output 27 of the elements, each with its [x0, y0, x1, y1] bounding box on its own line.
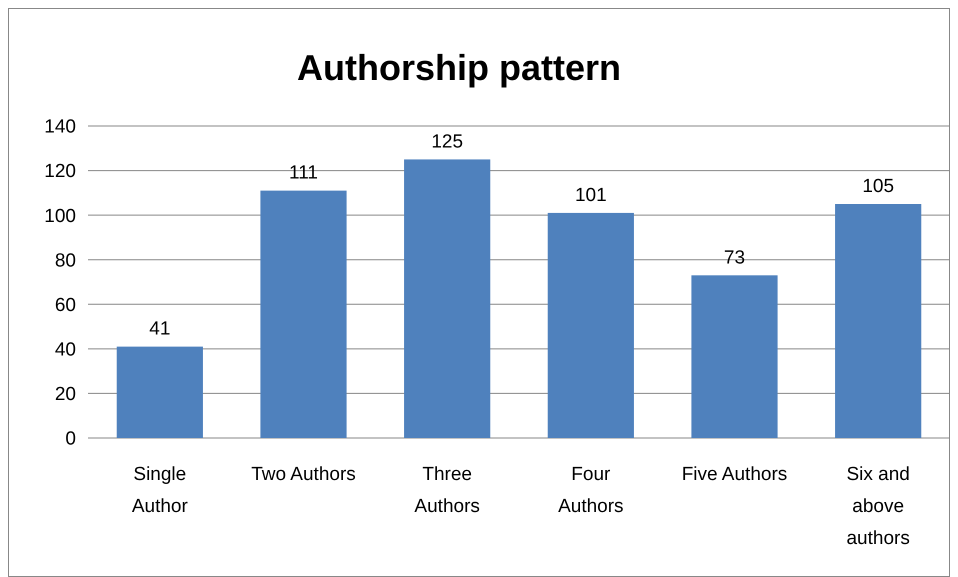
y-tick-label: 20: [54, 384, 76, 406]
bar: [548, 212, 634, 438]
x-tick-label: Four Authors: [558, 464, 624, 517]
data-label: 73: [724, 247, 746, 268]
x-tick-label: Six and above authors: [846, 464, 910, 549]
bar: [260, 190, 347, 438]
data-label: 105: [862, 176, 894, 197]
y-tick-label: 40: [54, 340, 76, 361]
data-label: 41: [149, 318, 170, 340]
bar: [116, 346, 203, 438]
y-tick-label: 80: [54, 250, 76, 272]
y-tick-label: 0: [65, 428, 76, 450]
x-tick-label: Two Authors: [251, 464, 356, 485]
chart-title: Authorship pattern: [297, 47, 621, 88]
data-label: 111: [289, 162, 318, 184]
y-tick-label: 140: [44, 116, 76, 138]
y-tick-label: 100: [44, 206, 76, 227]
bar: [691, 275, 778, 438]
data-label: 125: [431, 131, 464, 152]
bar: [835, 204, 922, 438]
bar: [404, 159, 490, 438]
data-label: 101: [574, 184, 607, 206]
x-tick-label: Five Authors: [682, 464, 788, 485]
x-tick-label: Three Authors: [414, 464, 480, 517]
y-tick-label: 60: [54, 294, 76, 316]
x-tick-label: Single Author: [132, 464, 188, 517]
y-tick-label: 120: [44, 161, 76, 182]
